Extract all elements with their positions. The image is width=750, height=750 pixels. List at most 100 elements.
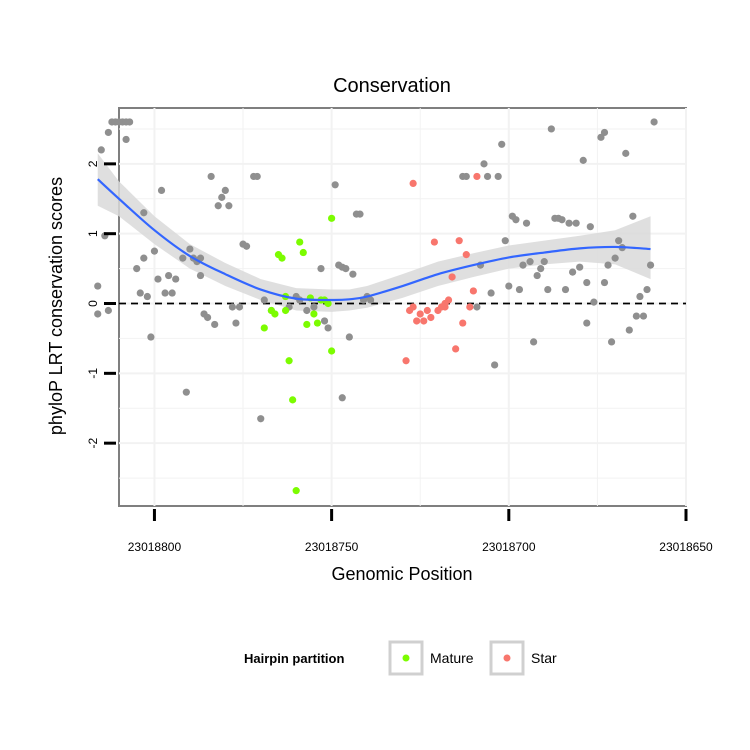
point-other <box>547 125 555 133</box>
point-other <box>154 275 162 283</box>
point-other <box>157 186 166 194</box>
point-mature <box>278 254 286 262</box>
point-other <box>338 394 346 402</box>
point-other <box>600 278 609 287</box>
series-other <box>94 118 658 423</box>
point-other <box>172 275 180 283</box>
point-other <box>558 216 566 224</box>
point-other <box>232 319 240 327</box>
point-mature <box>271 310 279 318</box>
point-mature <box>324 299 332 308</box>
point-star <box>420 317 428 325</box>
point-star <box>413 317 421 325</box>
point-other <box>342 264 350 273</box>
point-star <box>452 345 460 353</box>
point-star <box>469 287 477 295</box>
point-star <box>462 251 470 259</box>
chart-title: Conservation <box>333 75 451 97</box>
point-other <box>126 118 134 126</box>
point-mature <box>303 320 311 329</box>
x-axis: 23018800 23018750 23018700 23018650 <box>128 509 713 554</box>
point-other <box>303 306 311 315</box>
point-other <box>519 261 527 269</box>
point-other <box>572 219 580 227</box>
point-star <box>466 303 474 311</box>
point-star <box>402 357 410 365</box>
point-other <box>643 285 651 294</box>
y-tick-label: -1 <box>86 368 100 379</box>
point-other <box>196 271 205 280</box>
point-mature <box>299 248 307 257</box>
legend-label-mature: Mature <box>430 650 474 666</box>
point-other <box>604 261 612 269</box>
point-other <box>540 258 548 266</box>
point-other <box>242 242 251 250</box>
point-other <box>133 264 141 273</box>
point-star <box>427 313 435 322</box>
point-other <box>632 312 640 320</box>
legend: Hairpin partition Mature Star <box>244 640 557 676</box>
point-other <box>487 289 495 297</box>
point-other <box>97 146 105 154</box>
point-other <box>214 202 222 210</box>
point-star <box>409 179 417 188</box>
point-other <box>505 282 513 290</box>
point-other <box>480 160 488 168</box>
point-other <box>615 237 623 245</box>
x-tick-label: 23018750 <box>305 540 359 554</box>
point-other <box>522 219 531 227</box>
x-tick-label: 23018800 <box>128 540 182 554</box>
point-other <box>561 285 570 294</box>
point-mature <box>328 347 336 355</box>
point-other <box>310 303 318 311</box>
point-other <box>569 268 577 276</box>
legend-title: Hairpin partition <box>244 651 344 666</box>
point-star <box>459 319 467 327</box>
point-other <box>94 310 102 318</box>
series-star <box>402 172 481 365</box>
point-other <box>530 338 538 346</box>
point-other <box>611 254 619 262</box>
point-other <box>140 254 148 262</box>
smooth-fit-line <box>96 178 651 302</box>
point-other <box>544 285 552 294</box>
point-star <box>430 238 438 246</box>
point-other <box>186 245 194 253</box>
point-other <box>501 237 509 245</box>
point-other <box>537 264 545 273</box>
point-other <box>494 172 502 181</box>
point-mature <box>260 324 268 332</box>
point-mature <box>285 357 293 365</box>
point-other <box>207 172 215 181</box>
point-other <box>512 216 520 224</box>
point-mature <box>289 396 297 404</box>
legend-item-mature: Mature <box>388 640 474 676</box>
smooth-line-layer <box>96 178 651 302</box>
point-other <box>600 128 609 137</box>
point-other <box>576 263 584 271</box>
point-other <box>161 289 169 297</box>
y-tick-label: -2 <box>86 437 100 448</box>
point-other <box>473 303 481 311</box>
point-other <box>639 312 648 320</box>
point-other <box>583 278 591 287</box>
y-axis: -2 -1 0 1 2 <box>86 160 116 448</box>
point-other <box>94 282 102 290</box>
point-other <box>143 292 151 301</box>
point-other <box>136 289 144 297</box>
point-mature <box>313 319 322 327</box>
point-other <box>122 135 130 144</box>
point-star <box>416 310 424 318</box>
point-other <box>590 298 598 306</box>
point-star <box>455 237 463 245</box>
point-other <box>211 320 219 329</box>
point-other <box>533 271 541 280</box>
point-other <box>646 261 655 269</box>
point-star <box>409 303 417 311</box>
point-mature <box>292 487 300 495</box>
point-mature <box>296 238 304 246</box>
point-other <box>331 181 339 189</box>
point-other <box>218 193 226 201</box>
point-mature <box>328 214 336 222</box>
